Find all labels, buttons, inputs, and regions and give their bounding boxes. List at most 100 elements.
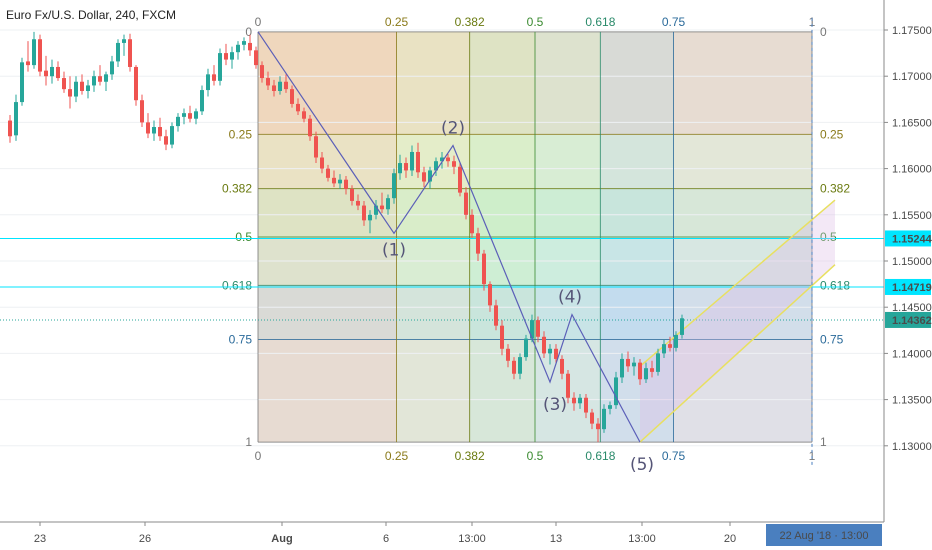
candle-body [206, 74, 210, 91]
cursor-time-box [766, 524, 882, 546]
price-tag-box [885, 278, 931, 295]
candle-body [122, 39, 126, 43]
chart-title: Euro Fx/U.S. Dollar, 240, FXCM [6, 8, 177, 22]
fib-price-label-right: 1 [820, 435, 827, 449]
candle-body [626, 358, 630, 367]
candle-body [518, 357, 522, 374]
time-axis-label: 23 [34, 533, 46, 545]
fib-price-label-right: 0.618 [820, 278, 850, 292]
wave-label: (2) [441, 119, 465, 139]
candle-body [446, 157, 450, 162]
fib-price-label-right: 0.25 [820, 127, 844, 141]
candle-body [638, 362, 642, 380]
candle-body [176, 116, 180, 127]
candle-body [554, 348, 558, 359]
fib-time-label-top: 0.382 [455, 15, 485, 29]
candle-body [644, 368, 648, 380]
wave-label: (3) [543, 395, 567, 415]
candle-body [260, 65, 264, 79]
candle-body [26, 61, 30, 66]
candle-body [440, 157, 444, 162]
candle-body [134, 66, 138, 101]
candle-body [8, 120, 12, 137]
fib-price-label-left: 0.25 [229, 127, 253, 141]
candle-body [254, 50, 258, 66]
price-axis-label: 1.14500 [892, 302, 932, 314]
fib-price-label-right: 0.75 [820, 333, 844, 347]
candle-body [620, 358, 624, 378]
time-axis-label: 26 [139, 533, 151, 545]
candle-body [524, 338, 528, 358]
candle-body [128, 39, 132, 67]
price-axis-label: 1.13000 [892, 441, 932, 453]
time-axis-label: 13:00 [628, 533, 656, 545]
candle-body [110, 61, 114, 75]
time-axis-bg [0, 522, 884, 550]
candle-body [116, 42, 120, 62]
time-axis-label: 6 [383, 533, 389, 545]
candle-body [512, 360, 516, 374]
price-axis-label: 1.14000 [892, 348, 932, 360]
candle-body [428, 170, 432, 182]
fib-price-label-left: 1 [245, 435, 252, 449]
candle-body [146, 122, 150, 134]
candle-body [680, 318, 684, 335]
candle-body [332, 177, 336, 184]
candle-body [68, 89, 72, 97]
candle-body [326, 168, 330, 178]
candle-body [548, 348, 552, 354]
candle-body [482, 253, 486, 285]
candle-body [284, 81, 288, 90]
candle-body [44, 70, 48, 77]
price-axis-label: 1.16000 [892, 164, 932, 176]
channel-upper-line [639, 199, 836, 367]
price-tag-box [885, 230, 931, 247]
time-axis-label: 20 [724, 533, 736, 545]
fib-price-label-right: 0.5 [820, 230, 837, 244]
candle-body [104, 74, 108, 82]
candle-body [380, 205, 384, 210]
elliott-wave-line [257, 31, 641, 443]
fib-time-label-bottom: 0.75 [662, 449, 686, 463]
wave-label: (1) [382, 240, 406, 260]
candle-body [398, 163, 402, 174]
candle-body [674, 334, 678, 348]
price-axis-label: 1.17000 [892, 71, 932, 83]
candle-body [566, 373, 570, 398]
candle-body [464, 192, 468, 215]
price-axis-label: 1.17500 [892, 25, 932, 37]
price-tag-box [885, 311, 931, 328]
fib-price-label-left: 0 [245, 25, 252, 39]
candle-body [314, 136, 318, 158]
candle-body [530, 320, 534, 339]
fib-price-label-left: 0.618 [222, 278, 252, 292]
candle-body [272, 85, 276, 91]
candle-body [470, 214, 474, 234]
candle-body [488, 284, 492, 306]
candle-body [536, 320, 540, 337]
candle-body [614, 377, 618, 406]
candle-body [560, 358, 564, 374]
candle-body [350, 188, 354, 201]
candle-body [608, 405, 612, 409]
candle-body [140, 100, 144, 123]
candle-body [200, 90, 204, 112]
candle-body [182, 113, 186, 117]
candle-body [392, 173, 396, 199]
candle-body [410, 151, 414, 171]
fib-time-label-top: 0 [255, 15, 262, 29]
candle-body [224, 53, 228, 60]
price-tag-label: 1.15244 [892, 233, 932, 245]
candle-body [386, 198, 390, 210]
fib-time-label-bottom: 0.382 [455, 449, 485, 463]
candle-body [50, 66, 54, 77]
candle-body [152, 127, 156, 134]
candle-body [362, 205, 366, 221]
candle-body [86, 85, 90, 91]
candle-body [452, 161, 456, 167]
fib-time-label-bottom: 0.618 [585, 449, 615, 463]
candle-body [80, 81, 84, 91]
candle-body [596, 423, 600, 430]
